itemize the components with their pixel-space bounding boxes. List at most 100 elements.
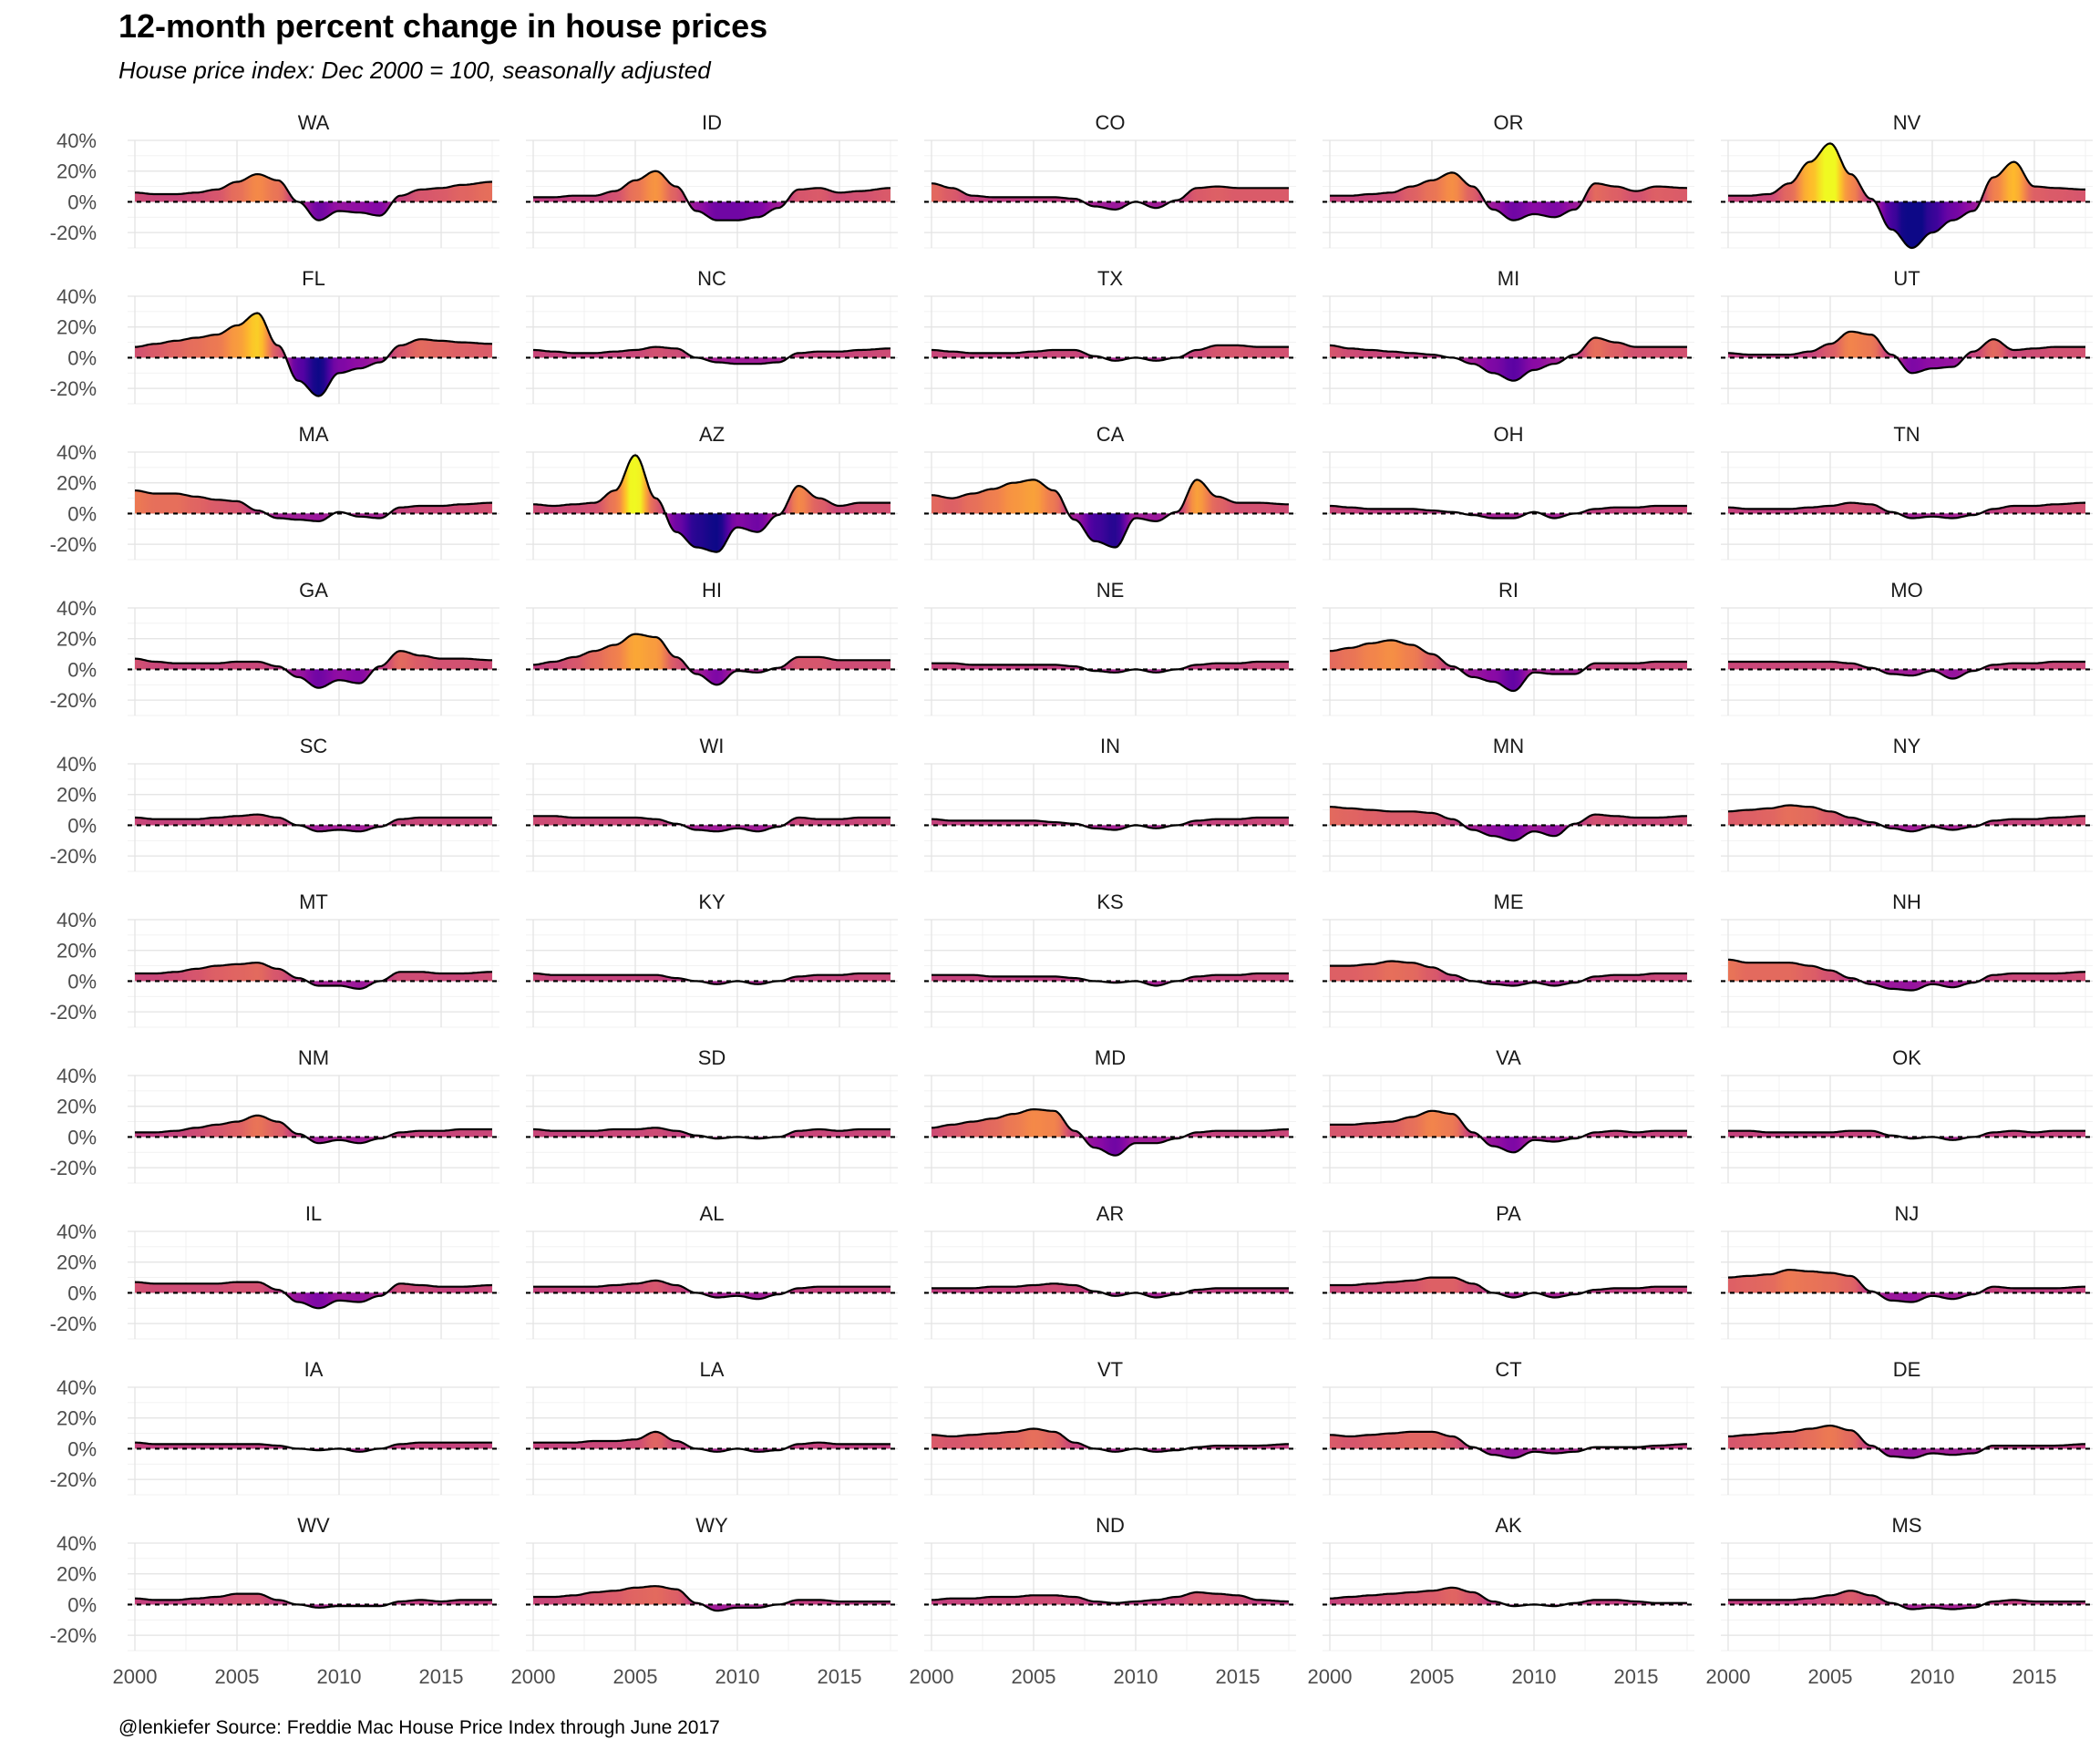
- facet-panel-ak: AK 2000 2005 2010 2015: [1308, 1514, 1694, 1688]
- line-sd: [533, 1127, 890, 1140]
- y-tick-label: 20%: [57, 628, 97, 651]
- y-tick-label: 0%: [67, 1593, 97, 1616]
- facet-label: UT: [1893, 267, 1920, 290]
- area-mi: [1330, 337, 1687, 381]
- facet-panel-nc: NC: [526, 267, 898, 405]
- facet-panel-al: AL: [526, 1202, 898, 1340]
- area-wa: [135, 174, 492, 221]
- y-tick-label: 40%: [57, 1532, 97, 1555]
- line-md: [932, 1108, 1289, 1157]
- y-tick-label: 0%: [67, 190, 97, 213]
- facet-label: CA: [1096, 423, 1125, 446]
- facet-label: AR: [1096, 1202, 1125, 1225]
- facet-panel-la: LA: [526, 1358, 898, 1496]
- area-mt: [135, 962, 492, 989]
- y-tick-label: 40%: [57, 441, 97, 464]
- line-ut: [1728, 330, 2085, 375]
- area-nv: [1728, 143, 2085, 248]
- facet-label: AK: [1495, 1514, 1522, 1537]
- facet-label: VA: [1496, 1046, 1521, 1069]
- line-ky: [533, 972, 890, 985]
- chart-subtitle: House price index: Dec 2000 = 100, seaso…: [118, 57, 711, 84]
- x-tick-label: 2005: [613, 1665, 658, 1688]
- line-ca: [931, 479, 1289, 549]
- x-tick-label: 2015: [1614, 1665, 1659, 1688]
- y-tick-label: -20%: [50, 689, 97, 712]
- facet-panel-wy: WY 2000 2005 2010 2015: [511, 1514, 898, 1688]
- facet-label: WV: [297, 1514, 330, 1537]
- y-tick-label: -20%: [50, 1001, 97, 1024]
- chart-caption: @lenkiefer Source: Freddie Mac House Pri…: [118, 1717, 720, 1738]
- facet-label: OR: [1494, 111, 1524, 134]
- y-tick-label: 20%: [57, 1563, 97, 1586]
- facet-panel-ny: NY: [1721, 735, 2093, 872]
- y-tick-label: -20%: [50, 1624, 97, 1647]
- x-tick-label: 2010: [317, 1665, 362, 1688]
- facet-label: ID: [702, 111, 722, 134]
- line-mi: [1329, 336, 1687, 382]
- area-ri: [1330, 640, 1687, 691]
- x-tick-label: 2005: [1808, 1665, 1853, 1688]
- facet-panel-ne: NE: [924, 579, 1296, 716]
- area-ut: [1728, 331, 2085, 374]
- area-wi: [533, 816, 890, 832]
- facet-label: KY: [698, 890, 726, 913]
- line-pa: [1330, 1276, 1687, 1299]
- line-ma: [134, 489, 492, 522]
- facet-panel-mn: MN: [1323, 735, 1694, 872]
- line-nc: [533, 345, 890, 365]
- y-tick-label: 0%: [67, 1437, 97, 1460]
- facet-panel-sd: SD: [526, 1046, 898, 1184]
- facet-label: FL: [302, 267, 325, 290]
- y-tick-label: 0%: [67, 346, 97, 369]
- facet-label: CO: [1096, 111, 1126, 134]
- facet-label: TX: [1097, 267, 1123, 290]
- facet-panel-me: ME: [1323, 890, 1694, 1028]
- facet-panel-nj: NJ: [1721, 1202, 2093, 1340]
- facet-label: NC: [697, 267, 726, 290]
- area-az: [533, 455, 890, 552]
- y-tick-label: 0%: [67, 658, 97, 681]
- line-al: [533, 1279, 890, 1301]
- facet-label: NJ: [1895, 1202, 1920, 1225]
- x-tick-label: 2000: [1308, 1665, 1353, 1688]
- x-tick-label: 2010: [715, 1665, 760, 1688]
- line-wy: [533, 1585, 890, 1612]
- facet-label: VT: [1097, 1358, 1123, 1381]
- facet-panel-vt: VT: [924, 1358, 1296, 1496]
- x-tick-label: 2005: [1012, 1665, 1056, 1688]
- line-nd: [931, 1590, 1290, 1604]
- y-tick-label: -20%: [50, 1157, 97, 1179]
- facet-label: AZ: [699, 423, 725, 446]
- line-ga: [134, 650, 492, 689]
- facet-label: OH: [1494, 423, 1524, 446]
- facet-panel-ar: AR: [924, 1202, 1296, 1340]
- facet-label: OK: [1892, 1046, 1921, 1069]
- line-sc: [135, 813, 492, 833]
- x-tick-label: 2005: [1410, 1665, 1455, 1688]
- facet-panel-wa: WA -20% 0% 20% 40%: [50, 111, 499, 249]
- facet-label: NV: [1893, 111, 1921, 134]
- line-la: [533, 1430, 890, 1453]
- y-tick-label: 20%: [57, 1096, 97, 1118]
- facet-panel-nm: NM -20% 0% 20% 40%: [50, 1046, 499, 1184]
- facet-label: NY: [1893, 735, 1921, 757]
- facet-panel-ct: CT: [1323, 1358, 1694, 1496]
- facet-label: MT: [299, 890, 328, 913]
- y-tick-label: 20%: [57, 1407, 97, 1430]
- line-il: [134, 1281, 492, 1310]
- area-vt: [932, 1428, 1289, 1452]
- line-ne: [932, 660, 1289, 674]
- facet-panel-ia: IA -20% 0% 20% 40%: [50, 1358, 499, 1496]
- facet-label: NM: [298, 1046, 329, 1069]
- facet-panel-nv: NV: [1721, 111, 2093, 250]
- area-me: [1330, 961, 1687, 986]
- line-tn: [1728, 501, 2085, 520]
- facet-label: HI: [702, 579, 722, 602]
- y-tick-label: 40%: [57, 753, 97, 776]
- facet-panel-or: OR: [1323, 111, 1694, 249]
- line-me: [1330, 960, 1687, 987]
- x-tick-label: 2000: [1706, 1665, 1751, 1688]
- facet-panel-il: IL -20% 0% 20% 40%: [50, 1202, 499, 1340]
